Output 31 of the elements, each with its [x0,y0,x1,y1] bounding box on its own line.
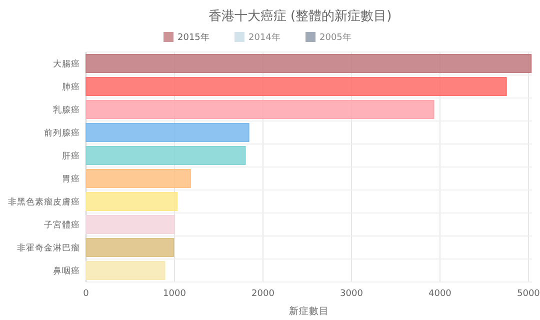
bar [86,146,246,165]
x-tick-label: 3000 [340,289,364,299]
x-tick-label: 0 [83,289,90,299]
bar [86,261,166,280]
x-tick-label: 4000 [428,289,452,299]
x-tick-label: 1000 [163,289,186,299]
bar [86,123,250,142]
x-axis-title: 新症數目 [289,305,329,317]
y-tick-label: 肺癌 [62,82,80,92]
y-tick-label: 非霍奇金淋巴瘤 [17,242,80,254]
y-tick-label: 前列腺癌 [44,128,80,138]
bar [86,77,507,96]
bar [86,169,191,188]
bar [86,238,174,257]
legend-label: 2005年 [320,32,352,43]
y-tick-label: 肝癌 [62,150,80,162]
legend-label: 2015年 [178,32,210,43]
y-tick-label: 非黑色素瘤皮膚癌 [8,196,80,208]
y-tick-label: 子宮體癌 [44,220,80,230]
y-tick-label: 鼻咽癌 [53,266,80,276]
bar [86,215,175,234]
bar [86,54,532,73]
bar [86,192,178,211]
chart-title: 香港十大癌症 (整體的新症數目) [208,9,392,24]
legend-label: 2014年 [248,32,280,43]
bar [86,100,434,119]
y-tick-label: 乳腺癌 [53,104,80,116]
y-tick-label: 胃癌 [62,174,80,184]
x-tick-label: 5000 [517,289,540,299]
x-tick-label: 2000 [252,289,275,299]
y-tick-label: 大腸癌 [53,58,80,70]
